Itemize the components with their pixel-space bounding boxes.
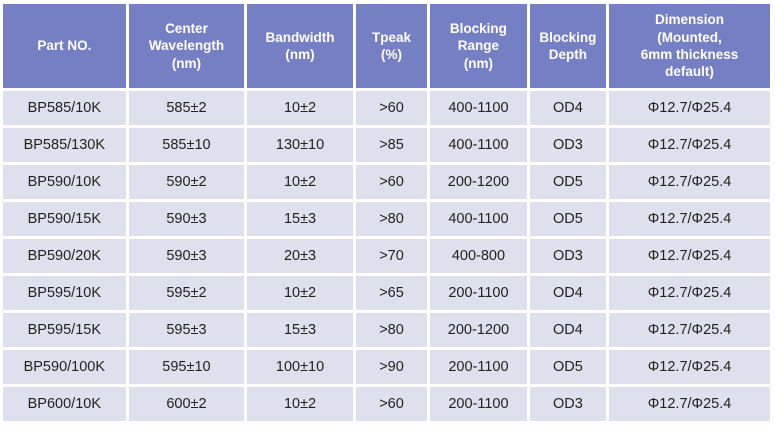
cell-tpeak: >90 <box>355 350 428 384</box>
table-row: BP590/100K 595±10 100±10 >90 200-1100 OD… <box>3 350 770 384</box>
table-header-row: Part NO. Center Wavelength (nm) Bandwidt… <box>3 4 770 88</box>
cell-dimension: Φ12.7/Φ25.4 <box>609 239 770 273</box>
cell-bandwidth: 130±10 <box>247 128 353 162</box>
cell-dimension: Φ12.7/Φ25.4 <box>609 91 770 125</box>
filter-spec-table: Part NO. Center Wavelength (nm) Bandwidt… <box>0 1 773 424</box>
cell-tpeak: >85 <box>355 128 428 162</box>
header-part-no: Part NO. <box>3 4 126 88</box>
cell-bandwidth: 100±10 <box>247 350 353 384</box>
cell-center-wavelength: 590±3 <box>128 202 245 236</box>
table-row: BP590/10K 590±2 10±2 >60 200-1200 OD5 Φ1… <box>3 165 770 199</box>
cell-center-wavelength: 590±2 <box>128 165 245 199</box>
cell-part-no: BP590/100K <box>3 350 126 384</box>
cell-blocking-depth: OD3 <box>529 239 607 273</box>
cell-part-no: BP590/20K <box>3 239 126 273</box>
cell-center-wavelength: 590±3 <box>128 239 245 273</box>
table-row: BP585/130K 585±10 130±10 >85 400-1100 OD… <box>3 128 770 162</box>
cell-part-no: BP600/10K <box>3 387 126 421</box>
cell-center-wavelength: 595±10 <box>128 350 245 384</box>
header-center-wavelength: Center Wavelength (nm) <box>128 4 245 88</box>
header-tpeak: Tpeak (%) <box>355 4 428 88</box>
cell-blocking-depth: OD5 <box>529 202 607 236</box>
cell-blocking-depth: OD4 <box>529 276 607 310</box>
cell-tpeak: >65 <box>355 276 428 310</box>
header-dimension: Dimension (Mounted, 6mm thickness defaul… <box>609 4 770 88</box>
cell-blocking-range: 200-1200 <box>430 313 527 347</box>
cell-tpeak: >80 <box>355 313 428 347</box>
cell-blocking-range: 200-1100 <box>430 276 527 310</box>
cell-dimension: Φ12.7/Φ25.4 <box>609 165 770 199</box>
cell-blocking-range: 400-1100 <box>430 91 527 125</box>
cell-blocking-range: 400-1100 <box>430 202 527 236</box>
header-blocking-depth: Blocking Depth <box>529 4 607 88</box>
cell-bandwidth: 10±2 <box>247 165 353 199</box>
cell-bandwidth: 15±3 <box>247 202 353 236</box>
cell-part-no: BP590/10K <box>3 165 126 199</box>
cell-dimension: Φ12.7/Φ25.4 <box>609 276 770 310</box>
cell-bandwidth: 15±3 <box>247 313 353 347</box>
table-row: BP595/15K 595±3 15±3 >80 200-1200 OD4 Φ1… <box>3 313 770 347</box>
header-blocking-range: Blocking Range (nm) <box>430 4 527 88</box>
cell-dimension: Φ12.7/Φ25.4 <box>609 387 770 421</box>
cell-blocking-range: 200-1100 <box>430 350 527 384</box>
cell-part-no: BP590/15K <box>3 202 126 236</box>
cell-bandwidth: 20±3 <box>247 239 353 273</box>
cell-blocking-range: 400-1100 <box>430 128 527 162</box>
cell-tpeak: >80 <box>355 202 428 236</box>
cell-center-wavelength: 595±3 <box>128 313 245 347</box>
cell-blocking-range: 200-1200 <box>430 165 527 199</box>
cell-dimension: Φ12.7/Φ25.4 <box>609 313 770 347</box>
cell-tpeak: >60 <box>355 91 428 125</box>
cell-center-wavelength: 595±2 <box>128 276 245 310</box>
table-row: BP595/10K 595±2 10±2 >65 200-1100 OD4 Φ1… <box>3 276 770 310</box>
cell-part-no: BP595/10K <box>3 276 126 310</box>
cell-blocking-depth: OD3 <box>529 387 607 421</box>
cell-dimension: Φ12.7/Φ25.4 <box>609 202 770 236</box>
cell-dimension: Φ12.7/Φ25.4 <box>609 350 770 384</box>
table-row: BP585/10K 585±2 10±2 >60 400-1100 OD4 Φ1… <box>3 91 770 125</box>
cell-blocking-depth: OD5 <box>529 350 607 384</box>
cell-bandwidth: 10±2 <box>247 387 353 421</box>
cell-blocking-depth: OD3 <box>529 128 607 162</box>
table-row: BP600/10K 600±2 10±2 >60 200-1100 OD3 Φ1… <box>3 387 770 421</box>
header-bandwidth: Bandwidth (nm) <box>247 4 353 88</box>
cell-tpeak: >70 <box>355 239 428 273</box>
cell-part-no: BP585/10K <box>3 91 126 125</box>
cell-tpeak: >60 <box>355 165 428 199</box>
table-row: BP590/20K 590±3 20±3 >70 400-800 OD3 Φ12… <box>3 239 770 273</box>
cell-center-wavelength: 585±2 <box>128 91 245 125</box>
cell-blocking-range: 400-800 <box>430 239 527 273</box>
cell-center-wavelength: 585±10 <box>128 128 245 162</box>
table-row: BP590/15K 590±3 15±3 >80 400-1100 OD5 Φ1… <box>3 202 770 236</box>
table-body: BP585/10K 585±2 10±2 >60 400-1100 OD4 Φ1… <box>3 91 770 421</box>
cell-center-wavelength: 600±2 <box>128 387 245 421</box>
cell-blocking-depth: OD4 <box>529 91 607 125</box>
cell-blocking-depth: OD4 <box>529 313 607 347</box>
cell-blocking-range: 200-1100 <box>430 387 527 421</box>
cell-bandwidth: 10±2 <box>247 276 353 310</box>
cell-blocking-depth: OD5 <box>529 165 607 199</box>
cell-part-no: BP585/130K <box>3 128 126 162</box>
cell-tpeak: >60 <box>355 387 428 421</box>
cell-dimension: Φ12.7/Φ25.4 <box>609 128 770 162</box>
cell-part-no: BP595/15K <box>3 313 126 347</box>
cell-bandwidth: 10±2 <box>247 91 353 125</box>
